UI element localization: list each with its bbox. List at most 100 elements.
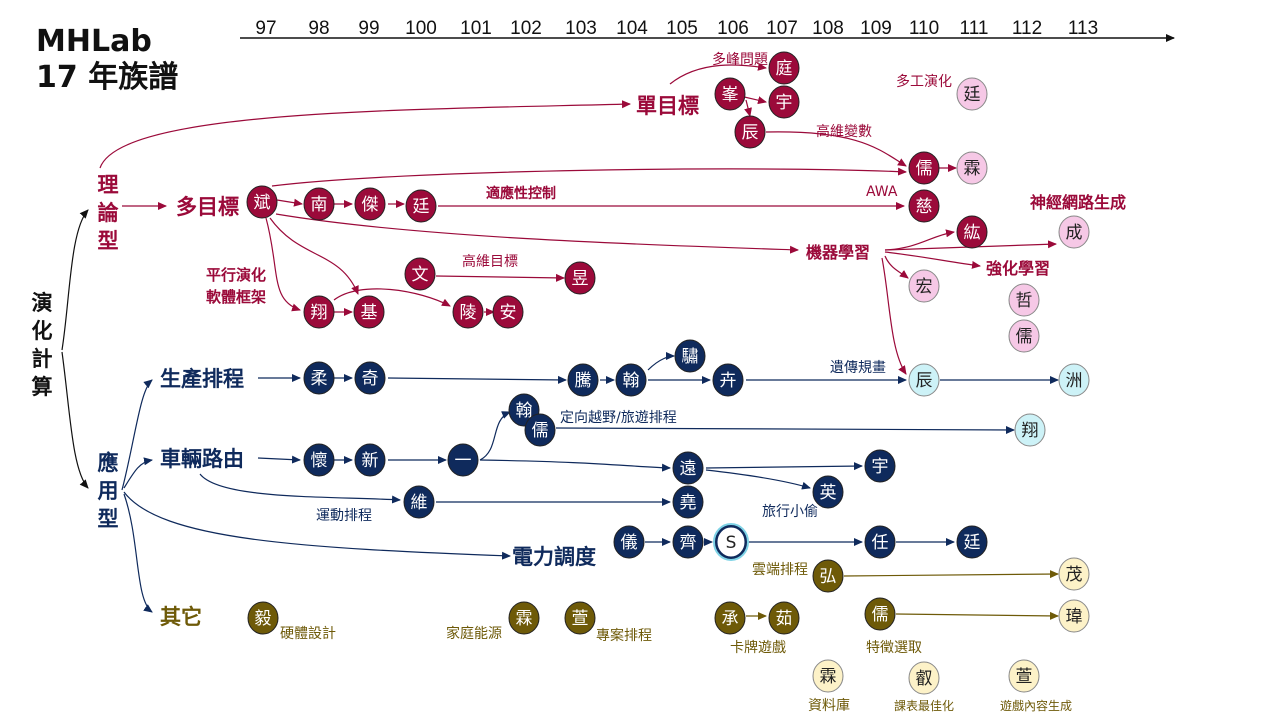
node-ru2: 儒 bbox=[1008, 319, 1040, 353]
node-feng: 峯 bbox=[714, 77, 746, 111]
node-circle bbox=[405, 189, 437, 223]
node-label: 卉 bbox=[720, 371, 737, 391]
node-circle bbox=[864, 525, 896, 559]
node-label: 萱 bbox=[1016, 667, 1033, 687]
annotation-multitask: 多工演化 bbox=[896, 73, 952, 90]
node-ru_gr: 茹 bbox=[768, 601, 800, 635]
node-circle bbox=[956, 77, 988, 111]
node-circle bbox=[1008, 659, 1040, 693]
annotation-database: 資料庫 bbox=[808, 697, 850, 714]
root-char: 演 bbox=[32, 291, 53, 315]
node-layer: 庭峯 宇辰廷儒 霖慈紘 成斌南傑廷文 昱翔基陵安宏哲儒柔奇騰翰驌卉辰洲翰儒 翔懷新一遠宇英… bbox=[246, 51, 1090, 695]
annotation-neural-gen: 神經網路生成 bbox=[1030, 193, 1126, 212]
year-label: 98 bbox=[308, 18, 329, 39]
node-chen1: 辰 bbox=[734, 115, 766, 149]
node-label: 南 bbox=[311, 195, 328, 215]
node-label: 驌 bbox=[682, 347, 699, 367]
node-circle bbox=[714, 524, 748, 560]
node-label: 萱 bbox=[572, 609, 589, 629]
node-label: 廷 bbox=[964, 85, 981, 105]
node-label: 傑 bbox=[362, 195, 379, 215]
category-char: 論 bbox=[98, 201, 120, 225]
node-circle bbox=[908, 189, 940, 223]
annotation-project-sched: 專案排程 bbox=[596, 627, 652, 644]
node-zhou: 洲 bbox=[1058, 363, 1090, 397]
node-lin1: 霖 bbox=[956, 151, 988, 185]
node-xin: 新 bbox=[354, 443, 386, 477]
node-zhe: 哲 bbox=[1008, 283, 1040, 317]
node-yi3: 毅 bbox=[247, 601, 279, 635]
node-label: 宇 bbox=[776, 93, 793, 113]
node-label: 斌 bbox=[254, 193, 271, 213]
title-line-1: MHLab bbox=[36, 24, 152, 59]
node-ting3: 廷 bbox=[405, 189, 437, 223]
annotation-card-game: 卡牌遊戲 bbox=[730, 639, 786, 656]
node-label: 奇 bbox=[362, 369, 379, 389]
node-yu1: 宇 bbox=[768, 85, 800, 119]
node-label: 茂 bbox=[1066, 565, 1083, 585]
node-circle bbox=[1008, 319, 1040, 353]
node-label: 哲 bbox=[1016, 291, 1033, 311]
node-label: 文 bbox=[412, 265, 429, 285]
node-wei: 維 bbox=[403, 485, 435, 519]
year-label: 109 bbox=[860, 18, 892, 39]
node-circle bbox=[247, 601, 279, 635]
node-label: 齊 bbox=[680, 533, 697, 553]
node-label: 慈 bbox=[916, 197, 933, 217]
node-circle bbox=[864, 449, 896, 483]
node-hong1: 紘 bbox=[956, 215, 988, 249]
node-rou: 柔 bbox=[303, 361, 335, 395]
node-label: 廷 bbox=[413, 197, 430, 217]
node-label: 霖 bbox=[516, 609, 533, 629]
node-circle bbox=[812, 559, 844, 593]
annotation-parallel-2: 軟體框架 bbox=[206, 288, 266, 306]
node-yuan: 遠 bbox=[672, 451, 704, 485]
node-circle bbox=[303, 295, 335, 329]
node-circle bbox=[812, 475, 844, 509]
node-label: 新 bbox=[362, 451, 379, 471]
node-circle bbox=[447, 443, 479, 477]
year-label: 97 bbox=[255, 18, 276, 39]
node-wei2: 瑋 bbox=[1058, 599, 1090, 633]
node-label: 茹 bbox=[776, 609, 793, 629]
root-char: 算 bbox=[32, 375, 53, 399]
node-circle bbox=[812, 659, 844, 693]
node-circle bbox=[564, 601, 596, 635]
node-lin3: 霖 bbox=[812, 659, 844, 693]
timeline: 97 98 99 100 101 102 103 104 105 106 107… bbox=[240, 18, 1175, 42]
node-circle bbox=[1058, 363, 1090, 397]
node-circle bbox=[403, 485, 435, 519]
node-label: 廷 bbox=[964, 533, 981, 553]
node-circle bbox=[353, 295, 385, 329]
category-char: 型 bbox=[98, 507, 119, 531]
node-circle bbox=[303, 361, 335, 395]
node-label: 成 bbox=[1066, 223, 1083, 243]
annotation-feature-sel: 特徵選取 bbox=[866, 640, 922, 656]
node-han1: 翰 bbox=[615, 363, 647, 397]
node-label: 洲 bbox=[1066, 371, 1083, 391]
node-circle bbox=[303, 187, 335, 221]
node-teng: 騰 bbox=[567, 363, 599, 397]
node-chen2: 辰 bbox=[908, 363, 940, 397]
annotation-timetable: 課表最佳化 bbox=[894, 698, 954, 713]
node-label: 懷 bbox=[311, 451, 328, 471]
node-label: 承 bbox=[722, 609, 739, 629]
node-circle bbox=[508, 601, 540, 635]
node-su: 驌 bbox=[674, 339, 706, 373]
node-circle bbox=[404, 257, 436, 291]
category-char: 應 bbox=[98, 451, 119, 475]
node-ru1: 儒 bbox=[908, 151, 940, 185]
year-label: 100 bbox=[405, 18, 437, 39]
node-circle bbox=[1058, 215, 1090, 249]
annotation-awa: AWA bbox=[866, 184, 898, 200]
node-label: 遠 bbox=[680, 459, 697, 479]
node-nan: 南 bbox=[303, 187, 335, 221]
annotation-high-dim-obj: 高維目標 bbox=[462, 253, 518, 270]
node-label: 儀 bbox=[621, 533, 638, 553]
node-label: 英 bbox=[820, 483, 837, 503]
annotation-game-content: 遊戲內容生成 bbox=[1000, 698, 1072, 713]
node-yao: 堯 bbox=[672, 485, 704, 519]
node-hong3: 弘 bbox=[812, 559, 844, 593]
node-circle bbox=[714, 601, 746, 635]
node-xiang1: 翔 bbox=[303, 295, 335, 329]
